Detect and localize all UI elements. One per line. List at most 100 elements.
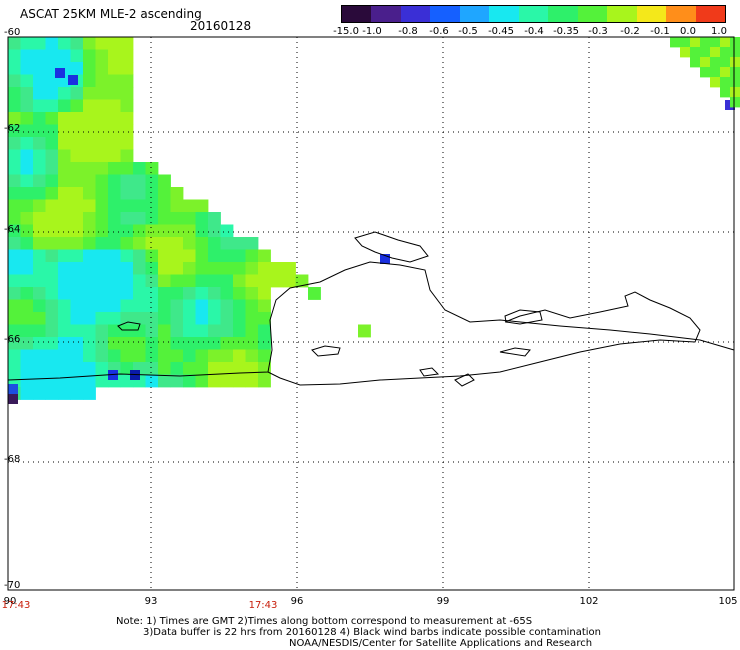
swath-cell xyxy=(8,249,21,263)
swath-cell xyxy=(145,299,159,313)
swath-cell xyxy=(145,162,159,175)
swath-cell xyxy=(183,212,196,225)
swath-cell xyxy=(220,262,234,275)
y-tick-label-62: -62 xyxy=(4,123,21,134)
data-swath xyxy=(8,37,740,404)
x-tick-label-93: 93 xyxy=(144,596,158,607)
swath-cell xyxy=(730,47,740,58)
swath-cell xyxy=(70,99,84,113)
swath-cell xyxy=(120,212,134,225)
y-tick-label-60: -60 xyxy=(4,27,21,38)
swath-cell xyxy=(8,74,21,88)
swath-cell xyxy=(145,174,159,188)
swath-cell xyxy=(133,324,146,338)
swath-cell xyxy=(58,162,71,175)
swath-cell xyxy=(45,237,59,250)
swath-cell xyxy=(58,187,71,200)
swath-cell xyxy=(33,99,46,113)
swath-cell xyxy=(720,87,731,98)
swath-cell xyxy=(33,299,46,313)
swath-cell xyxy=(220,287,234,300)
swath-cell xyxy=(183,349,196,363)
swath-cell xyxy=(45,387,59,400)
swath-cell xyxy=(220,274,234,288)
swath-cell xyxy=(8,137,21,150)
swath-cell xyxy=(45,312,59,325)
coastline-path xyxy=(504,309,543,325)
plot-border xyxy=(7,36,735,591)
swath-cell xyxy=(70,37,84,50)
swath-cell xyxy=(8,187,21,200)
swath-cell xyxy=(58,374,71,388)
colorbar-tick-label: -0.5 xyxy=(458,26,478,37)
swath-cell xyxy=(170,187,184,200)
swath-cell xyxy=(700,37,711,48)
swath-cell xyxy=(170,362,184,375)
swath-cell xyxy=(83,287,96,300)
swath-cell xyxy=(158,349,171,363)
swath-cell xyxy=(95,112,109,125)
swath-cell xyxy=(208,212,221,225)
swath-cell xyxy=(270,274,284,288)
swath-cell xyxy=(108,287,121,300)
swath-cell xyxy=(58,349,71,363)
swath-cell xyxy=(8,287,21,300)
swath-cell xyxy=(20,249,34,263)
swath-cell xyxy=(95,224,109,238)
note-line-3: NOAA/NESDIS/Center for Satellite Applica… xyxy=(289,638,593,649)
swath-cell xyxy=(710,57,721,68)
swath-cell xyxy=(45,112,59,125)
swath-cell xyxy=(108,187,121,200)
colorbar-tick-label: -0.1 xyxy=(650,26,670,37)
swath-cell xyxy=(195,299,209,313)
swath-cell xyxy=(208,337,221,350)
swath-cell xyxy=(120,287,134,300)
swath-cell xyxy=(95,249,109,263)
swath-cell xyxy=(8,262,21,275)
colorbar-tick-label: -15.0 xyxy=(333,26,359,37)
coastline-path xyxy=(454,373,475,387)
map-title: ASCAT 25KM MLE-2 ascending xyxy=(20,7,202,21)
colorbar-tick-label: -0.45 xyxy=(488,26,514,37)
swath-cell xyxy=(183,287,196,300)
swath-cell xyxy=(245,262,259,275)
swath-cell xyxy=(8,212,21,225)
swath-cell xyxy=(70,287,84,300)
swath-cell xyxy=(195,287,209,300)
swath-cell xyxy=(8,312,21,325)
swath-cell xyxy=(233,249,246,263)
swath-cell xyxy=(33,112,46,125)
swath-cell xyxy=(220,362,234,375)
swath-cell xyxy=(83,274,96,288)
swath-cell xyxy=(83,349,96,363)
swath-cell xyxy=(8,349,21,363)
swath-cell xyxy=(8,62,21,75)
swath-cell xyxy=(145,337,159,350)
swath-cell xyxy=(120,162,134,175)
swath-cell xyxy=(8,274,21,288)
colorbar-tick-label: -0.3 xyxy=(588,26,608,37)
swath-cell xyxy=(108,212,121,225)
swath-cell xyxy=(8,112,21,125)
swath-cell xyxy=(145,274,159,288)
swath-cell xyxy=(83,199,96,213)
swath-cell xyxy=(95,87,109,100)
swath-cell xyxy=(70,299,84,313)
swath-cell xyxy=(133,187,146,200)
swath-cell xyxy=(58,274,71,288)
swath-cell xyxy=(20,274,34,288)
swath-cell xyxy=(195,199,209,213)
swath-cell xyxy=(70,62,84,75)
swath-cell xyxy=(33,74,46,88)
colorbar-segment xyxy=(371,6,401,22)
swath-cell xyxy=(720,47,731,58)
swath-cell xyxy=(120,299,134,313)
swath-cell xyxy=(233,362,246,375)
swath-cell xyxy=(95,312,109,325)
swath-cell xyxy=(20,337,34,350)
swath-cell xyxy=(170,274,184,288)
swath-cell xyxy=(33,387,46,400)
swath-cell xyxy=(20,162,34,175)
swath-cell xyxy=(83,74,96,88)
swath-cell xyxy=(33,312,46,325)
